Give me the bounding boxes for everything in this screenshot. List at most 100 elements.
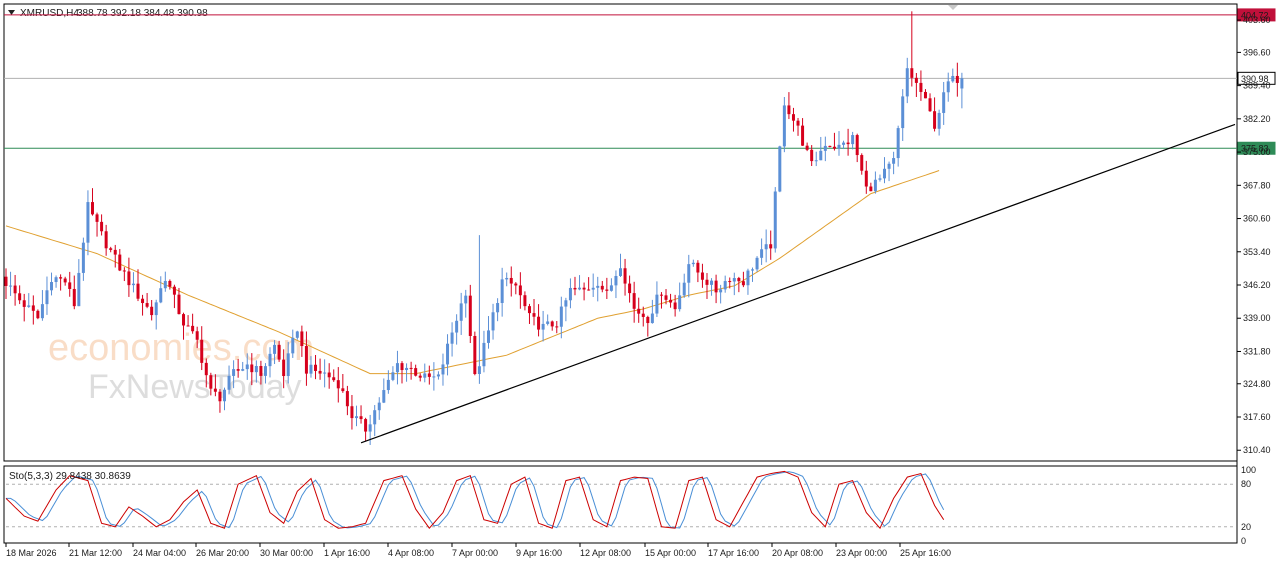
candle-body — [377, 402, 381, 411]
candle-body — [723, 281, 727, 290]
candle — [568, 278, 572, 309]
candle-body — [737, 278, 741, 282]
candle-body — [59, 277, 63, 279]
candle — [400, 361, 404, 384]
candle — [919, 70, 923, 101]
candle-body — [605, 289, 609, 291]
candle — [628, 275, 632, 303]
candle — [505, 272, 509, 287]
candle-body — [391, 372, 395, 380]
candle — [796, 117, 800, 136]
candle — [118, 248, 122, 272]
candle-body — [4, 276, 8, 286]
time-tick-label: 20 Apr 08:00 — [772, 548, 823, 558]
candle — [482, 330, 486, 373]
candle — [705, 273, 709, 299]
candle-body — [318, 370, 322, 374]
candle-body — [364, 419, 368, 432]
candle-body — [22, 300, 26, 307]
candle-body — [509, 277, 513, 284]
price-tick-label: 375.00 — [1243, 147, 1271, 157]
candle — [609, 278, 613, 292]
time-tick-label: 26 Mar 20:00 — [196, 548, 249, 558]
candle-body — [373, 410, 377, 425]
candle-body — [341, 388, 345, 392]
candle — [77, 259, 81, 307]
candle-body — [632, 293, 636, 309]
candle — [864, 160, 868, 194]
candle — [250, 353, 254, 386]
candle — [432, 362, 436, 391]
candle-body — [791, 114, 795, 121]
candle — [405, 363, 409, 382]
candle — [345, 385, 349, 416]
scroll-marker-icon[interactable] — [948, 5, 958, 10]
candle — [805, 142, 809, 152]
candle-body — [473, 335, 477, 375]
candle-body — [550, 321, 554, 327]
candle-body — [568, 287, 572, 301]
candle — [687, 254, 691, 298]
candle-body — [159, 288, 163, 303]
candle — [332, 369, 336, 382]
time-tick-label: 23 Apr 00:00 — [836, 548, 887, 558]
candle-body — [869, 186, 873, 192]
candle-body — [204, 362, 208, 376]
candle-body — [719, 289, 723, 293]
candle-body — [386, 379, 390, 391]
candle-body — [250, 364, 254, 373]
candle-body — [405, 367, 409, 371]
candle-body — [650, 313, 654, 324]
candle-body — [782, 105, 786, 147]
candle — [222, 387, 226, 411]
candle-body — [163, 280, 167, 289]
candle-body — [332, 377, 336, 381]
candle-body — [31, 305, 35, 311]
candle — [951, 68, 955, 83]
candle-body — [81, 242, 85, 273]
candle — [860, 153, 864, 175]
candle — [131, 272, 135, 293]
candle-body — [641, 313, 645, 317]
candle-body — [295, 331, 299, 338]
triangle-down-icon[interactable] — [8, 10, 15, 15]
candle — [218, 389, 222, 413]
stochastic-signal-line — [6, 471, 945, 529]
candle — [737, 276, 741, 293]
candle — [746, 268, 750, 295]
candle-body — [805, 145, 809, 150]
price-tick-label: 346.20 — [1243, 280, 1271, 290]
candle-body — [778, 146, 782, 192]
candle — [459, 292, 463, 335]
candle-body — [95, 214, 99, 222]
candle-body — [514, 283, 518, 286]
candle-body — [213, 388, 217, 392]
candle-body — [409, 367, 413, 369]
candle — [914, 73, 918, 97]
time-tick-label: 30 Mar 00:00 — [260, 548, 313, 558]
candle-body — [564, 300, 568, 307]
candle-body — [477, 366, 481, 375]
candle-body — [523, 295, 527, 307]
candle — [578, 275, 582, 291]
candle — [896, 125, 900, 167]
candle-body — [787, 105, 791, 115]
candle — [336, 367, 340, 403]
candle-body — [131, 283, 135, 286]
candle — [300, 325, 304, 357]
stochastic-frame — [3, 465, 1238, 544]
candle — [523, 291, 527, 311]
candle — [232, 360, 236, 389]
candle — [136, 269, 140, 302]
candle-body — [382, 390, 386, 403]
candle — [646, 315, 650, 337]
candle — [741, 271, 745, 288]
candle — [632, 281, 636, 323]
candle — [364, 417, 368, 442]
candle-body — [195, 331, 199, 340]
candle-body — [145, 303, 149, 307]
candle-body — [359, 416, 363, 420]
candle — [596, 276, 600, 302]
candle-body — [846, 142, 850, 145]
